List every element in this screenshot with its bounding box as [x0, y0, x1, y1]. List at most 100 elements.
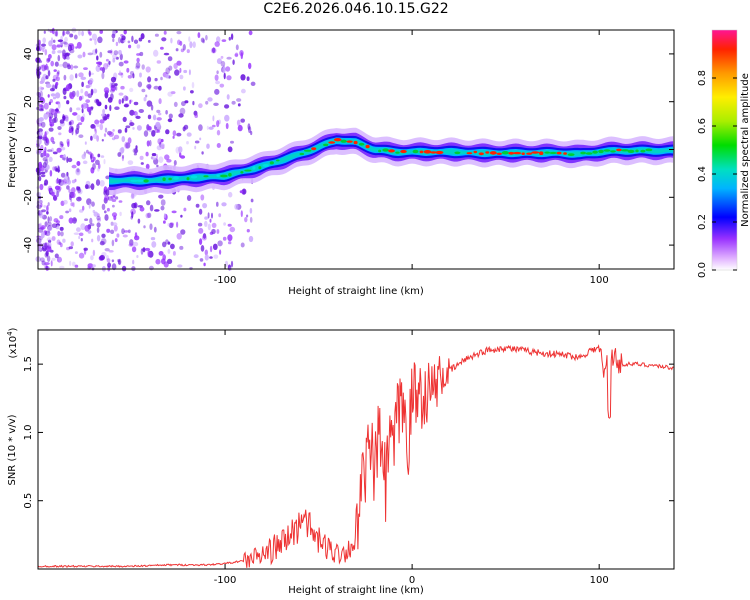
- spectrogram-noise-blob: [170, 243, 175, 250]
- spectrogram-noise-blob: [117, 129, 122, 134]
- spectrogram-noise-blob: [70, 197, 73, 203]
- spectrogram-noise-blob: [105, 255, 109, 261]
- spectrogram-noise-blob: [151, 241, 157, 248]
- spectrogram-noise-blob: [91, 238, 94, 243]
- spectrogram-noise-blob: [139, 155, 144, 160]
- spectrogram-noise-blob: [219, 249, 222, 255]
- snr-series-line: [37, 344, 674, 568]
- spectrogram-noise-blob: [97, 153, 101, 158]
- spectrogram-ridge-band: [109, 137, 674, 185]
- spectrogram-noise-blob: [180, 214, 183, 218]
- spectrogram-noise-blob: [136, 57, 140, 63]
- spectrogram-noise-blob: [129, 109, 135, 116]
- spectrogram-noise-blob: [60, 231, 64, 237]
- spectrogram-noise-blob: [227, 146, 233, 153]
- spectrogram-noise-blob: [76, 196, 82, 202]
- spectrogram-noise-blob: [78, 122, 83, 125]
- spectrogram-noise-blob: [155, 258, 161, 265]
- spectrogram-noise-blob: [136, 125, 142, 131]
- colorbar-tick-label: 0.6: [697, 118, 708, 134]
- spectrogram-noise-blob: [140, 33, 145, 40]
- spectrogram-noise-blob: [154, 209, 160, 212]
- spectrogram-ridge-peak: [466, 152, 473, 155]
- spectrogram-noise-blob: [118, 92, 124, 96]
- spectrogram-noise-blob: [246, 76, 250, 81]
- spectrogram-noise-blob: [52, 141, 56, 145]
- colorbar-gradient: [711, 29, 738, 271]
- spectrogram-noise-blob: [149, 139, 152, 147]
- spectrogram-ridge-peak: [544, 151, 551, 154]
- spectrogram-noise-blob: [67, 141, 70, 148]
- spectrogram-noise-blob: [95, 48, 98, 54]
- spectrogram-ridge-peak: [645, 148, 653, 152]
- spectrogram-noise-blob: [135, 61, 141, 69]
- spectrogram-noise-blob: [81, 104, 84, 109]
- spectrogram-noise-blob: [132, 148, 139, 154]
- spectrogram-noise-blob: [156, 145, 163, 151]
- spectrogram-noise-blob: [104, 195, 110, 201]
- snr-background: [38, 330, 674, 569]
- spectrogram-noise-blob: [51, 257, 56, 261]
- spectrogram-noise-blob: [46, 237, 52, 242]
- spectrogram-noise-blob: [58, 64, 64, 67]
- spectrogram-noise-blob: [228, 241, 232, 245]
- spectrogram-noise-blob: [155, 121, 161, 128]
- spectrogram-ridge-peak: [143, 179, 149, 183]
- spectrogram-noise-blob: [113, 134, 120, 140]
- spectrogram-noise-blob: [179, 67, 182, 73]
- spectrogram-noise-blob: [56, 147, 62, 153]
- spectrogram-noise-blob: [66, 171, 69, 177]
- spectrogram-noise-blob: [223, 72, 226, 80]
- spectrogram-noise-blob: [78, 72, 84, 78]
- spectrogram-noise-blob: [211, 124, 216, 128]
- spectrogram-noise-blob: [78, 235, 81, 240]
- spectrogram-noise-blob: [127, 137, 132, 144]
- spectrogram-ridge-peak: [513, 151, 522, 155]
- spectrogram-noise-blob: [236, 119, 241, 127]
- spectrogram-noise-blob: [241, 188, 247, 195]
- spectrogram-noise-blob: [57, 230, 61, 237]
- spectrogram-y-tick-label: 20: [23, 95, 34, 108]
- colorbar-tick-label: 0.8: [697, 70, 708, 86]
- spectrogram-noise-blob: [99, 119, 105, 124]
- spectrogram-noise-blob: [117, 260, 121, 265]
- spectrogram-noise-blob: [48, 54, 52, 59]
- spectrogram-noise-blob: [109, 104, 112, 112]
- spectrogram-noise-blob: [53, 69, 57, 72]
- spectrogram-noise-blob: [194, 140, 200, 144]
- spectrogram-noise-blob: [57, 54, 61, 62]
- spectrogram-noise-blob: [131, 211, 134, 219]
- spectrogram-noise-blob: [226, 94, 230, 100]
- spectrogram-noise-blob: [163, 52, 170, 56]
- spectrogram-noise-blob: [38, 175, 42, 182]
- spectrogram-noise-blob: [212, 115, 215, 122]
- spectrogram-noise-blob: [161, 258, 166, 265]
- spectrogram-noise-blob: [94, 119, 100, 125]
- spectrogram-noise-blob: [250, 130, 253, 136]
- spectrogram-noise-blob: [140, 248, 144, 255]
- spectrogram-noise-blob: [121, 136, 126, 143]
- spectrogram-noise-blob: [59, 215, 64, 220]
- spectrogram-noise-blob: [110, 82, 116, 88]
- spectrogram-noise-blob: [57, 50, 63, 54]
- spectrogram-noise-blob: [129, 87, 134, 93]
- spectrogram-noise-blob: [167, 223, 171, 227]
- spectrogram-noise-blob: [135, 65, 140, 70]
- spectrogram-noise-blob: [211, 228, 216, 235]
- spectrogram-noise-blob: [248, 30, 253, 36]
- spectrogram-noise-blob: [96, 55, 99, 61]
- spectrogram-noise-blob: [46, 205, 49, 212]
- spectrogram-noise-blob: [56, 71, 60, 77]
- spectrogram-noise-blob: [192, 41, 196, 48]
- spectrogram-noise-blob: [76, 186, 81, 191]
- spectrogram-noise-blob: [66, 156, 69, 163]
- spectrogram-noise-blob: [139, 51, 144, 57]
- spectrogram-ridge-peak: [303, 149, 312, 152]
- spectrogram-noise-blob: [99, 29, 103, 34]
- spectrogram-noise-blob: [40, 97, 46, 104]
- spectrogram-noise-blob: [56, 239, 61, 245]
- spectrogram-noise-blob: [73, 65, 79, 69]
- spectrogram-noise-blob: [206, 125, 209, 130]
- spectrogram-noise-blob: [55, 81, 59, 86]
- spectrogram-noise-blob: [38, 104, 43, 108]
